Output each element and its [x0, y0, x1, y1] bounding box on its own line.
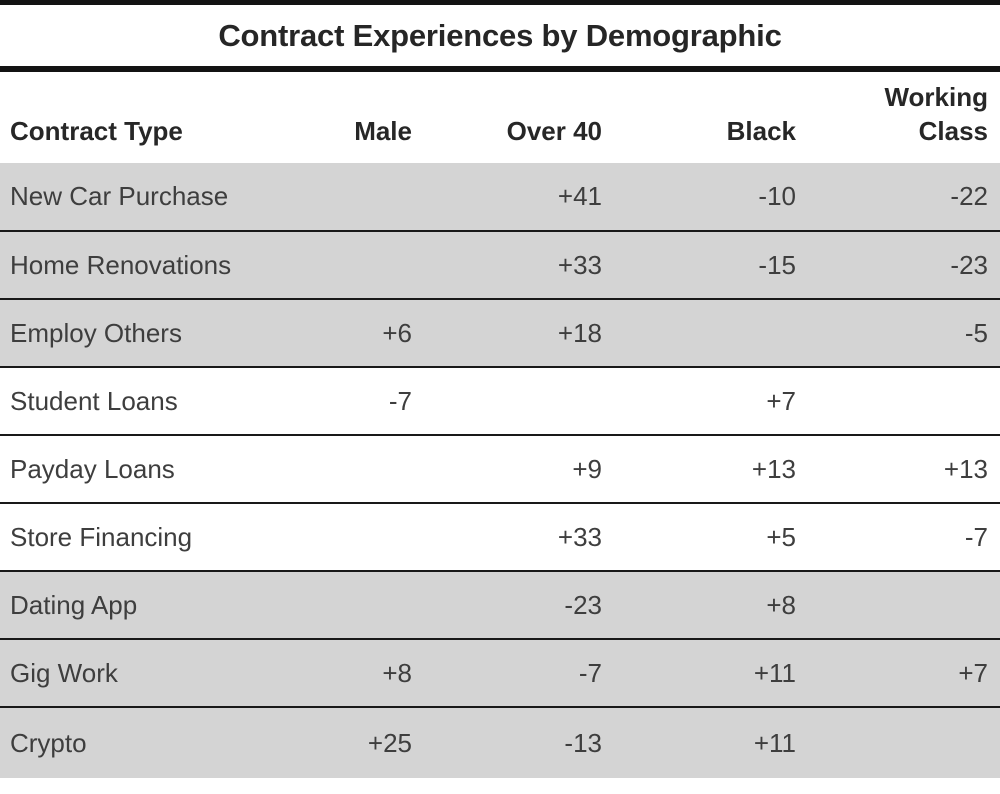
chart-title: Contract Experiences by Demographic	[218, 17, 782, 53]
cell-black: -10	[758, 181, 796, 211]
table-row-student-loans: Student Loans -7 +7	[0, 367, 1000, 435]
cell-over-40: -13	[564, 727, 602, 758]
cell-working-class: -5	[964, 317, 988, 348]
title-band: Contract Experiences by Demographic	[0, 5, 1000, 66]
col-header-black: Black	[614, 72, 808, 163]
col-header-working-class: Working Class	[808, 72, 1000, 163]
cell-black: +11	[753, 727, 796, 758]
cell-contract-type: New Car Purchase	[10, 181, 229, 211]
cell-male: +8	[382, 657, 412, 688]
table-row-dating-app: Dating App -23 +8	[0, 571, 1000, 639]
cell-male: +25	[367, 727, 412, 758]
cell-contract-type: Dating App	[10, 589, 138, 620]
cell-male	[236, 503, 424, 571]
cell-over-40: +33	[557, 521, 602, 552]
cell-working-class	[808, 367, 1000, 435]
col-header-over-40: Over 40	[424, 72, 614, 163]
cell-black	[614, 299, 808, 367]
cell-black: +7	[766, 385, 796, 416]
cell-male	[236, 435, 424, 503]
title-rule	[0, 66, 1000, 72]
cell-contract-type: Student Loans	[10, 385, 178, 416]
header-row: Contract Type Male Over 40 Black Working…	[0, 72, 1000, 163]
cell-over-40: +9	[572, 453, 602, 484]
table-row-gig-work: Gig Work +8 -7 +11 +7	[0, 639, 1000, 707]
cell-black: +5	[766, 521, 796, 552]
cell-black: +8	[766, 589, 796, 620]
demographics-table: Contract Type Male Over 40 Black Working…	[0, 72, 1000, 778]
cell-male: +6	[382, 317, 412, 348]
cell-over-40: -7	[578, 657, 602, 688]
table-row-home-renovations: Home Renovations +33 -15 -23	[0, 231, 1000, 299]
cell-contract-type: Crypto	[10, 727, 87, 758]
cell-working-class: -22	[950, 181, 988, 211]
cell-contract-type: Home Renovations	[10, 249, 232, 280]
col-header-working-class-label: Working Class	[884, 82, 988, 147]
cell-contract-type: Store Financing	[10, 521, 193, 552]
cell-over-40: -23	[564, 589, 602, 620]
table-row-store-financing: Store Financing +33 +5 -7	[0, 503, 1000, 571]
cell-contract-type: Gig Work	[10, 657, 118, 688]
top-rule	[0, 0, 1000, 5]
cell-male	[236, 231, 424, 299]
cell-over-40: +41	[557, 181, 602, 211]
cell-contract-type: Employ Others	[10, 317, 182, 348]
col-header-contract-type: Contract Type	[0, 72, 236, 163]
cell-black: +11	[753, 657, 796, 688]
cell-black: -15	[758, 249, 796, 280]
cell-working-class	[808, 571, 1000, 639]
cell-working-class: -7	[964, 521, 988, 552]
cell-working-class	[808, 707, 1000, 778]
cell-male: -7	[388, 385, 412, 416]
cell-over-40: +18	[557, 317, 602, 348]
table-row-new-car-purchase: New Car Purchase +41 -10 -22	[0, 163, 1000, 231]
col-header-male: Male	[236, 72, 424, 163]
cell-male	[236, 163, 424, 231]
table-row-crypto: Crypto +25 -13 +11	[0, 707, 1000, 778]
cell-working-class: -23	[950, 249, 988, 280]
cell-male	[236, 571, 424, 639]
cell-over-40	[424, 367, 614, 435]
table-row-payday-loans: Payday Loans +9 +13 +13	[0, 435, 1000, 503]
table-row-employ-others: Employ Others +6 +18 -5	[0, 299, 1000, 367]
cell-black: +13	[751, 453, 796, 484]
cell-working-class: +7	[958, 657, 988, 688]
cell-working-class: +13	[943, 453, 988, 484]
cell-over-40: +33	[557, 249, 602, 280]
cell-contract-type: Payday Loans	[10, 453, 175, 484]
